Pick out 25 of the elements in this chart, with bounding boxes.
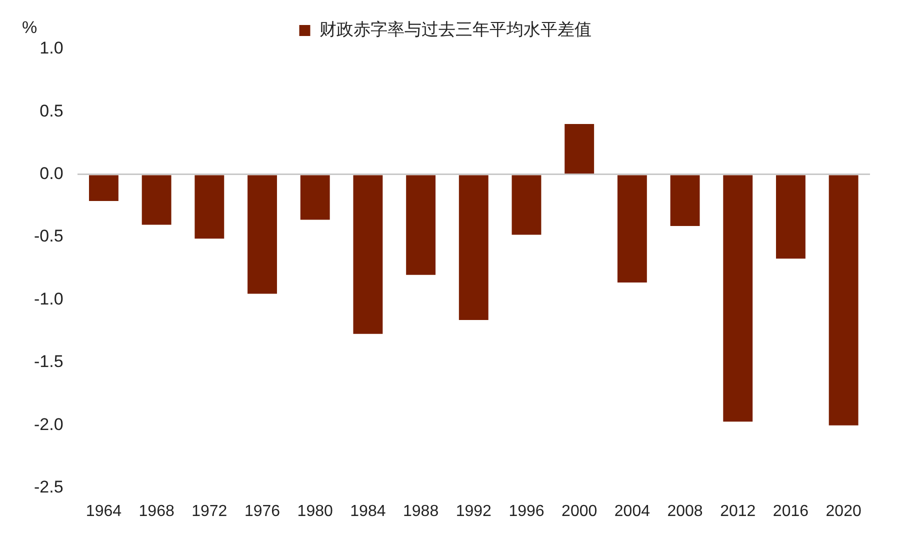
x-tick-label: 1976 [244, 502, 280, 520]
y-tick-label: -2.5 [34, 477, 64, 496]
x-tick-label: 2020 [826, 502, 862, 520]
y-tick-label: -1.5 [34, 352, 64, 372]
x-tick-label: 1968 [138, 502, 174, 520]
x-tick-label: 2016 [772, 502, 809, 520]
x-tick-label: 1964 [86, 502, 122, 520]
y-tick-label: 0.0 [40, 164, 64, 184]
y-tick-label: 1.0 [40, 38, 64, 58]
y-tick-label: -2.0 [34, 414, 64, 434]
x-tick-label: 1980 [297, 502, 334, 520]
x-tick-label: 1996 [508, 502, 544, 520]
x-tick-label: 2004 [614, 502, 650, 520]
x-tick-label: 2000 [562, 502, 598, 520]
x-tick-label: 1992 [456, 502, 492, 520]
y-tick-label: -1.0 [34, 289, 64, 308]
x-tick-label: 2012 [720, 502, 756, 520]
x-tick-label: 2008 [667, 502, 703, 520]
x-tick-label: 1984 [350, 502, 386, 520]
y-tick-label: -0.5 [34, 226, 64, 246]
y-axis-title: % [22, 18, 38, 38]
y-tick-label: 0.5 [40, 101, 64, 120]
x-tick-label: 1972 [192, 502, 228, 520]
x-tick-label: 1988 [403, 502, 439, 520]
legend-label: 财政赤字率与过去三年平均水平差值 [319, 20, 592, 40]
